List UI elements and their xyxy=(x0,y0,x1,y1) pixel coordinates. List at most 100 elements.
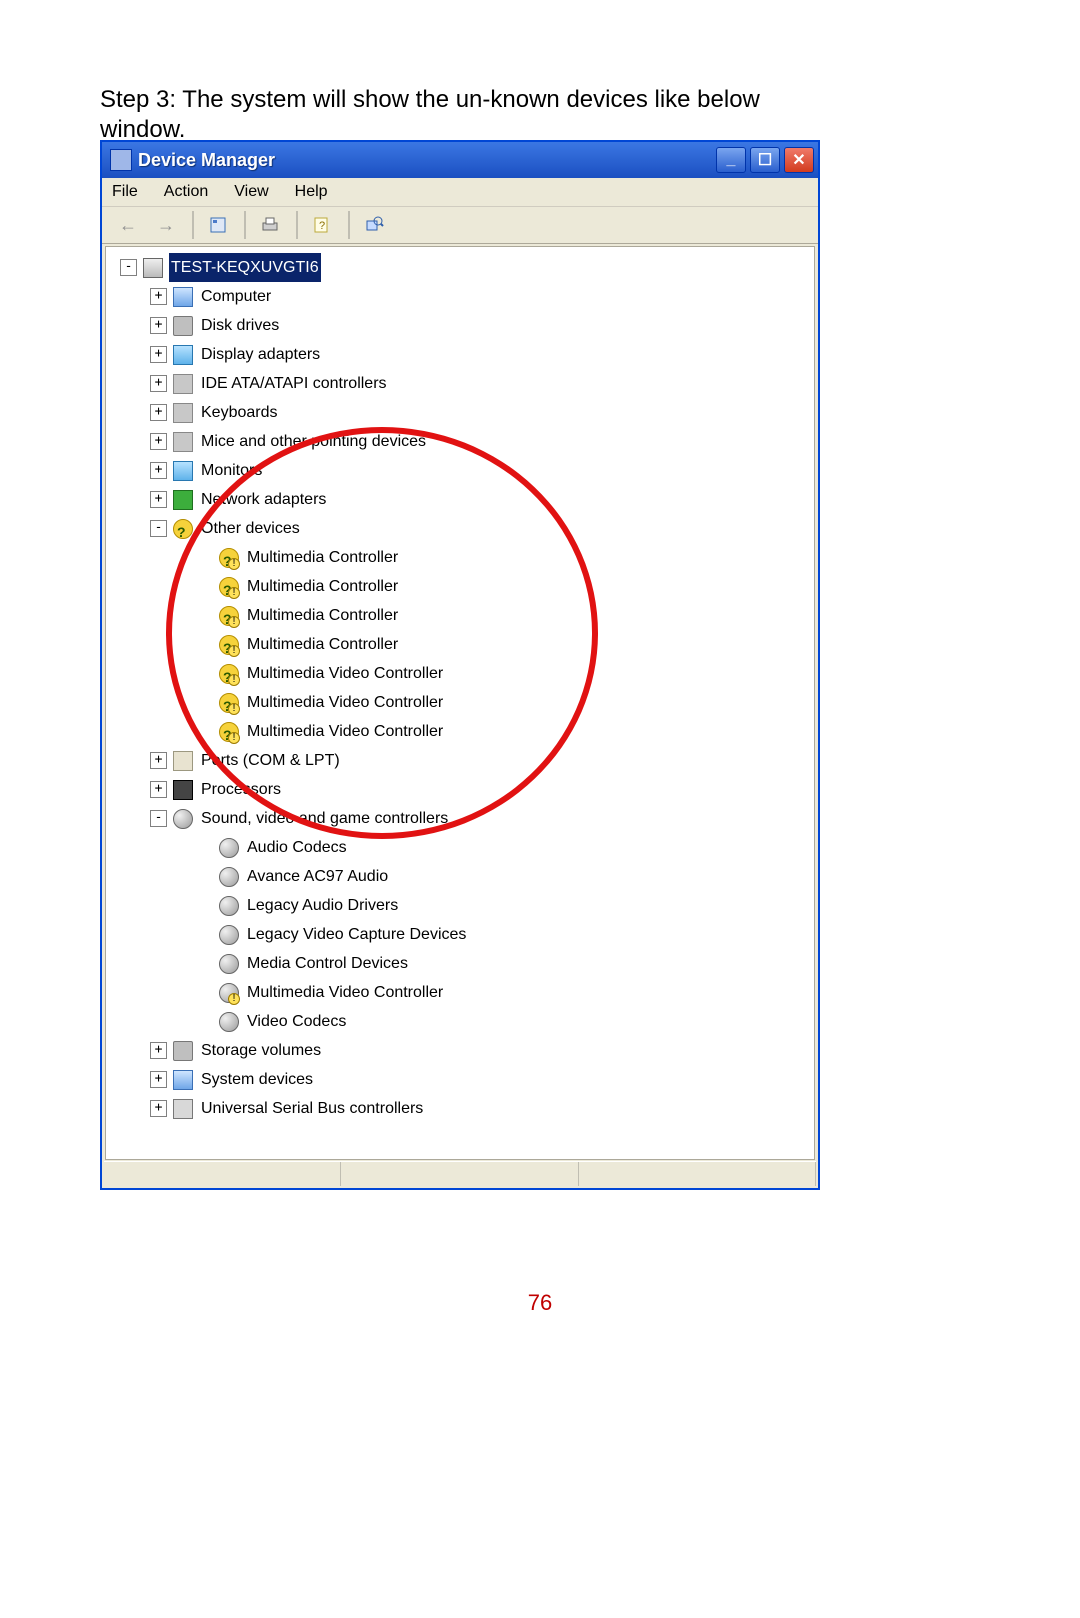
tree-item-label[interactable]: Audio Codecs xyxy=(245,833,349,862)
warning-device-icon xyxy=(219,606,239,626)
tree-row[interactable]: + IDE ATA/ATAPI controllers xyxy=(106,369,814,398)
tree-item-label[interactable]: Legacy Audio Drivers xyxy=(245,891,400,920)
tree-row[interactable]: + Ports (COM & LPT) xyxy=(106,746,814,775)
tree-row[interactable]: + Display adapters xyxy=(106,340,814,369)
back-button[interactable]: ← xyxy=(110,209,146,241)
expand-toggle[interactable]: + xyxy=(150,752,167,769)
expand-toggle[interactable]: + xyxy=(150,1100,167,1117)
tree-row[interactable]: - Other devices xyxy=(106,514,814,543)
tree-item-label[interactable]: Multimedia Video Controller xyxy=(245,688,445,717)
tree-row[interactable]: + System devices xyxy=(106,1065,814,1094)
tree-row[interactable]: Multimedia Controller xyxy=(106,572,814,601)
tree-item-label[interactable]: Multimedia Video Controller xyxy=(245,659,445,688)
tree-item-label[interactable]: Processors xyxy=(199,775,283,804)
expand-toggle[interactable]: + xyxy=(150,462,167,479)
sound-device-icon xyxy=(219,1012,239,1032)
tree-item-label[interactable]: Universal Serial Bus controllers xyxy=(199,1094,425,1123)
tree-row[interactable]: + Mice and other pointing devices xyxy=(106,427,814,456)
expand-toggle[interactable]: + xyxy=(150,288,167,305)
tree-row[interactable]: Legacy Video Capture Devices xyxy=(106,920,814,949)
scan-hardware-button[interactable] xyxy=(356,209,392,241)
tree-item-label[interactable]: Mice and other pointing devices xyxy=(199,427,428,456)
minimize-button[interactable]: _ xyxy=(716,147,746,173)
tree-item-label[interactable]: Multimedia Video Controller xyxy=(245,978,445,1007)
menu-file[interactable]: File xyxy=(112,183,138,201)
tree-item-label[interactable]: Legacy Video Capture Devices xyxy=(245,920,468,949)
tree-row[interactable]: Multimedia Video Controller xyxy=(106,717,814,746)
tree-client-area: - TEST-KEQXUVGTI6 +Computer+Disk drives+… xyxy=(105,246,815,1160)
help-button[interactable]: ? xyxy=(304,209,340,241)
expand-toggle[interactable]: - xyxy=(150,810,167,827)
forward-button[interactable]: → xyxy=(148,209,184,241)
tree-item-label[interactable]: Display adapters xyxy=(199,340,322,369)
tree-row[interactable]: + Computer xyxy=(106,282,814,311)
tree-item-label[interactable]: Ports (COM & LPT) xyxy=(199,746,342,775)
tree-item-label[interactable]: Keyboards xyxy=(199,398,280,427)
sound-device-icon xyxy=(219,983,239,1003)
tree-item-label[interactable]: Other devices xyxy=(199,514,302,543)
expand-toggle[interactable]: + xyxy=(150,491,167,508)
menu-help[interactable]: Help xyxy=(295,183,328,201)
tree-row[interactable]: + Monitors xyxy=(106,456,814,485)
tree-row[interactable]: Multimedia Controller xyxy=(106,630,814,659)
expand-toggle[interactable]: + xyxy=(150,781,167,798)
sound-device-icon xyxy=(219,925,239,945)
tree-row[interactable]: Multimedia Video Controller xyxy=(106,659,814,688)
tree-row[interactable]: + Universal Serial Bus controllers xyxy=(106,1094,814,1123)
device-icon xyxy=(173,780,193,800)
tree-row[interactable]: - Sound, video and game controllers xyxy=(106,804,814,833)
menubar: File Action View Help xyxy=(102,178,818,207)
expand-toggle[interactable]: - xyxy=(150,520,167,537)
tree-root[interactable]: - TEST-KEQXUVGTI6 xyxy=(106,253,814,282)
tree-item-label[interactable]: Monitors xyxy=(199,456,264,485)
menu-view[interactable]: View xyxy=(234,183,268,201)
tree-item-label[interactable]: Multimedia Controller xyxy=(245,630,400,659)
tree-row[interactable]: Multimedia Video Controller xyxy=(106,978,814,1007)
tree-item-label[interactable]: Avance AC97 Audio xyxy=(245,862,390,891)
tree-row[interactable]: + Processors xyxy=(106,775,814,804)
expand-toggle[interactable]: + xyxy=(150,375,167,392)
tree-root-label[interactable]: TEST-KEQXUVGTI6 xyxy=(169,253,321,282)
tree-row[interactable]: + Storage volumes xyxy=(106,1036,814,1065)
expand-toggle[interactable]: + xyxy=(150,1071,167,1088)
print-button[interactable] xyxy=(252,209,288,241)
tree-item-label[interactable]: Media Control Devices xyxy=(245,949,410,978)
expand-toggle[interactable]: + xyxy=(150,404,167,421)
tree-row[interactable]: Multimedia Controller xyxy=(106,543,814,572)
tree-row[interactable]: Audio Codecs xyxy=(106,833,814,862)
close-button[interactable]: ✕ xyxy=(784,147,814,173)
tree-row[interactable]: Multimedia Video Controller xyxy=(106,688,814,717)
tree-item-label[interactable]: Network adapters xyxy=(199,485,328,514)
tree-item-label[interactable]: Multimedia Controller xyxy=(245,601,400,630)
tree-item-label[interactable]: IDE ATA/ATAPI controllers xyxy=(199,369,389,398)
tree-item-label[interactable]: Multimedia Controller xyxy=(245,543,400,572)
statusbar xyxy=(104,1161,816,1186)
tree-item-label[interactable]: Storage volumes xyxy=(199,1036,323,1065)
tree-item-label[interactable]: Computer xyxy=(199,282,273,311)
tree-row[interactable]: + Disk drives xyxy=(106,311,814,340)
expand-toggle[interactable]: + xyxy=(150,317,167,334)
sound-device-icon xyxy=(173,809,193,829)
tree-row[interactable]: + Keyboards xyxy=(106,398,814,427)
titlebar[interactable]: Device Manager _ ☐ ✕ xyxy=(102,142,818,178)
tree-item-label[interactable]: Multimedia Video Controller xyxy=(245,717,445,746)
expand-toggle[interactable]: + xyxy=(150,1042,167,1059)
tree-row[interactable]: Legacy Audio Drivers xyxy=(106,891,814,920)
expand-toggle[interactable]: + xyxy=(150,433,167,450)
tree-row[interactable]: + Network adapters xyxy=(106,485,814,514)
tree-row[interactable]: Avance AC97 Audio xyxy=(106,862,814,891)
properties-button[interactable] xyxy=(200,209,236,241)
tree-row[interactable]: Media Control Devices xyxy=(106,949,814,978)
device-icon xyxy=(173,432,193,452)
tree-item-label[interactable]: Multimedia Controller xyxy=(245,572,400,601)
menu-action[interactable]: Action xyxy=(164,183,208,201)
tree-item-label[interactable]: Sound, video and game controllers xyxy=(199,804,450,833)
tree-item-label[interactable]: Video Codecs xyxy=(245,1007,348,1036)
expand-toggle[interactable]: + xyxy=(150,346,167,363)
tree-item-label[interactable]: System devices xyxy=(199,1065,315,1094)
maximize-button[interactable]: ☐ xyxy=(750,147,780,173)
tree-row[interactable]: Multimedia Controller xyxy=(106,601,814,630)
device-tree[interactable]: - TEST-KEQXUVGTI6 +Computer+Disk drives+… xyxy=(106,247,814,1123)
tree-row[interactable]: Video Codecs xyxy=(106,1007,814,1036)
tree-item-label[interactable]: Disk drives xyxy=(199,311,281,340)
